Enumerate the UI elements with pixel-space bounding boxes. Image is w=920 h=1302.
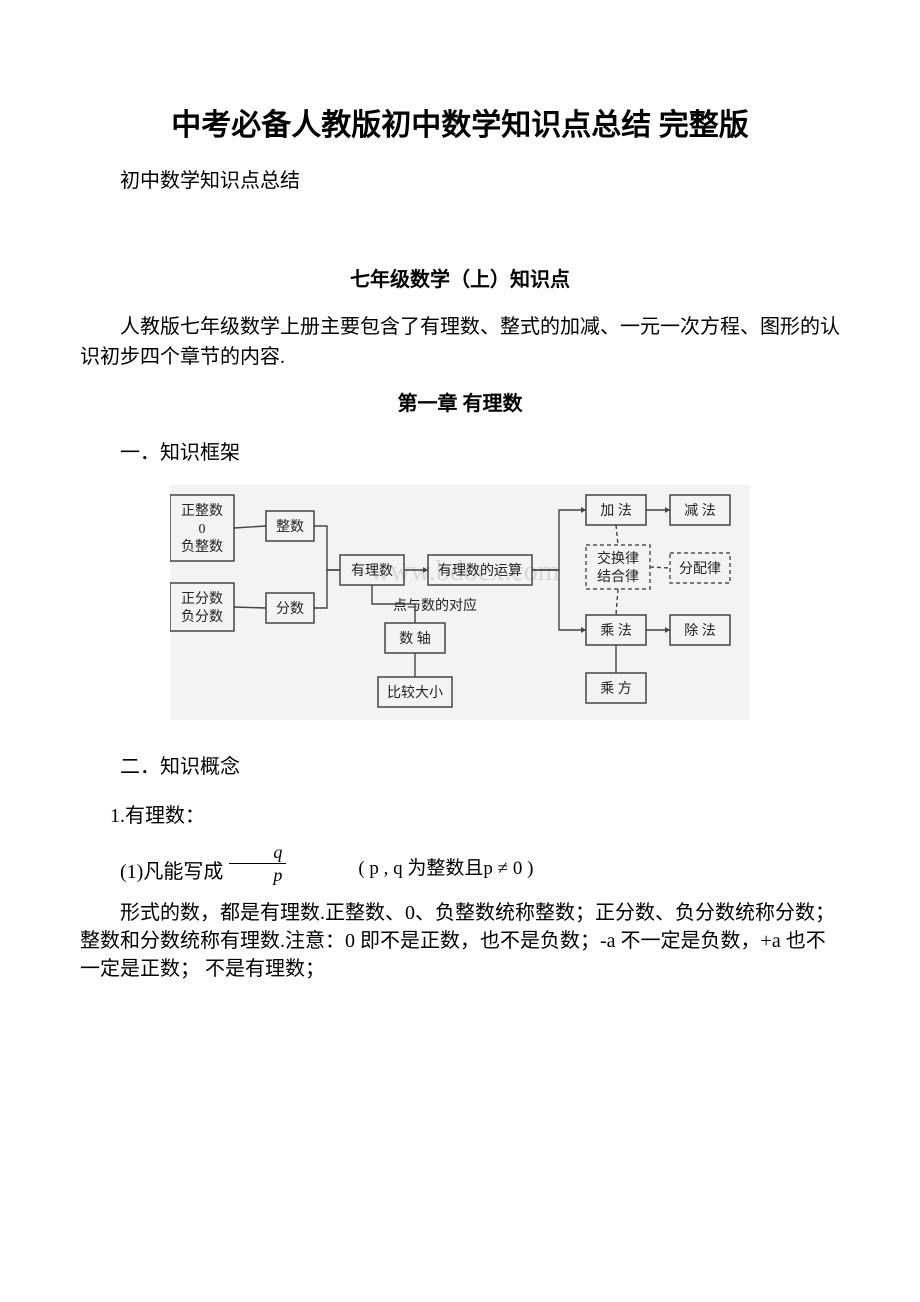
svg-text:点与数的对应: 点与数的对应 (393, 597, 477, 614)
svg-text:正整数: 正整数 (181, 503, 223, 519)
intro-paragraph: 人教版七年级数学上册主要包含了有理数、整式的加减、一元一次方程、图形的认识初步四… (80, 312, 840, 372)
svg-text:分数: 分数 (276, 601, 304, 617)
svg-text:结合律: 结合律 (597, 569, 639, 585)
svg-text:加 法: 加 法 (600, 503, 632, 519)
document-title: 中考必备人教版初中数学知识点总结 完整版 (80, 100, 840, 144)
svg-text:有理数: 有理数 (351, 563, 393, 579)
svg-text:除 法: 除 法 (684, 623, 716, 639)
fraction-condition: ( p , q 为整数且p ≠ 0 ) (318, 853, 533, 880)
svg-text:有理数的运算: 有理数的运算 (438, 563, 522, 579)
section-2-label: 二．知识概念 (80, 750, 840, 784)
svg-text:分配律: 分配律 (679, 561, 721, 577)
svg-text:减 法: 减 法 (684, 503, 716, 519)
knowledge-framework-diagram: www.bdocx.com正整数0负整数整数正分数负分数分数有理数有理数的运算点… (80, 485, 840, 725)
svg-text:整数: 整数 (276, 519, 304, 535)
fraction-denominator: p (229, 863, 286, 884)
svg-text:数 轴: 数 轴 (399, 631, 431, 647)
chapter-heading: 第一章 有理数 (80, 387, 840, 416)
fraction-qp: q p (229, 843, 286, 884)
point-1-1-prefix: (1)凡能写成 (80, 855, 223, 884)
point-1-1-body: 形式的数，都是有理数.正整数、0、负整数统称整数；正分数、负分数统称分数；整数和… (80, 899, 840, 983)
grade-heading: 七年级数学（上）知识点 (80, 263, 840, 292)
svg-text:负整数: 负整数 (181, 539, 223, 555)
svg-text:负分数: 负分数 (181, 609, 223, 625)
point-1-heading: 1.有理数： (80, 799, 840, 828)
svg-text:乘 方: 乘 方 (600, 681, 632, 697)
section-1-label: 一．知识框架 (80, 436, 840, 470)
svg-text:比较大小: 比较大小 (387, 685, 443, 701)
svg-text:0: 0 (199, 522, 206, 537)
svg-text:乘 法: 乘 法 (600, 623, 632, 639)
svg-text:交换律: 交换律 (597, 550, 639, 567)
document-subtitle: 初中数学知识点总结 (80, 164, 840, 193)
fraction-numerator: q (229, 843, 286, 863)
point-1-1-formula: (1)凡能写成 q p ( p , q 为整数且p ≠ 0 ) (80, 843, 840, 884)
svg-text:正分数: 正分数 (181, 591, 223, 607)
